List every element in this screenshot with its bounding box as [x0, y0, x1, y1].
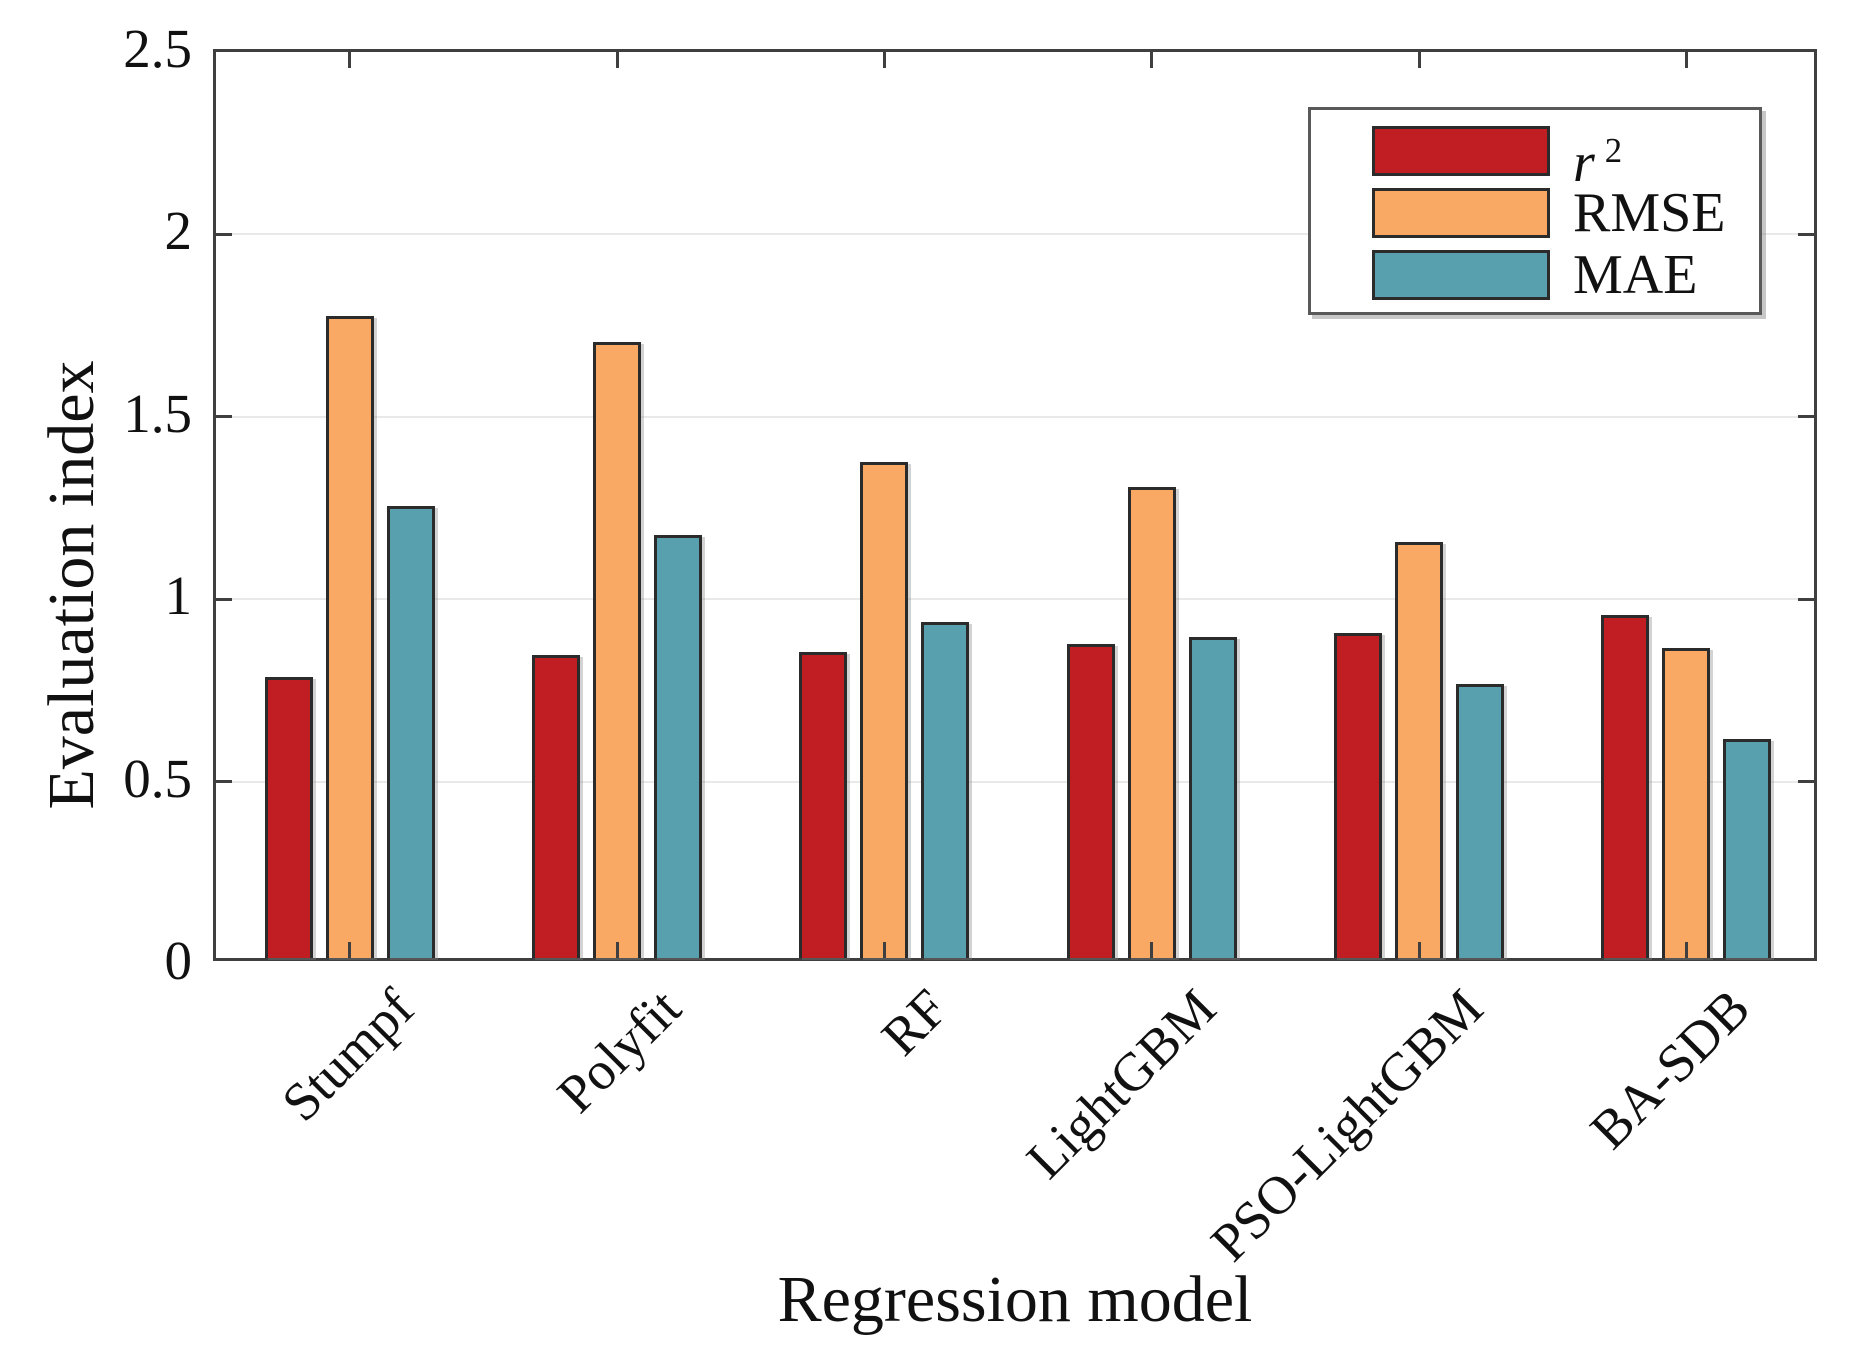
bar — [1601, 615, 1650, 958]
legend: r 2 RMSE MAE — [1308, 107, 1762, 315]
y-tick-mark — [216, 597, 232, 601]
y-tick-mark — [216, 232, 232, 236]
y-tick-mark — [1798, 415, 1814, 419]
bar — [1188, 636, 1237, 958]
legend-swatch — [1372, 126, 1550, 176]
x-tick-mark — [615, 52, 619, 68]
x-tick-label: RF — [870, 977, 960, 1067]
y-tick-mark — [216, 415, 232, 419]
bar — [1723, 739, 1772, 958]
y-tick-label: 0 — [164, 930, 193, 991]
y-tick-label: 2 — [164, 200, 193, 262]
x-tick-mark — [348, 52, 352, 68]
x-tick-label: Polyfit — [545, 977, 693, 1125]
x-axis-title: Regression model — [777, 1263, 1253, 1336]
bar — [386, 505, 435, 958]
x-tick-mark — [1150, 52, 1154, 68]
x-tick-mark — [1417, 52, 1421, 68]
bar — [654, 534, 702, 958]
y-tick-mark — [1798, 232, 1814, 236]
gridline — [216, 415, 1814, 418]
x-tick-mark — [882, 52, 886, 68]
gridline — [216, 780, 1814, 783]
x-tick-mark — [348, 942, 352, 958]
y-tick-mark — [216, 780, 232, 784]
y-tick-label: 2.5 — [123, 18, 192, 79]
bar — [1334, 633, 1382, 958]
legend-item: RMSE — [1311, 182, 1759, 244]
bar — [1456, 684, 1504, 958]
bar — [860, 461, 909, 958]
x-tick-mark — [1684, 942, 1688, 958]
gridline — [216, 598, 1814, 601]
bar — [325, 315, 374, 958]
bar — [532, 655, 580, 958]
x-tick-label: PSO-LightGBM — [1199, 977, 1495, 1273]
gridline — [216, 233, 1814, 236]
bar — [593, 341, 641, 958]
bar — [1395, 542, 1443, 958]
legend-swatch — [1372, 188, 1550, 238]
x-tick-label: BA-SDB — [1579, 977, 1762, 1161]
x-tick-mark — [1684, 52, 1688, 68]
x-tick-mark — [882, 942, 886, 958]
legend-swatch — [1372, 250, 1550, 300]
y-tick-label: 1 — [164, 565, 193, 627]
x-tick-label: Stumpf — [269, 977, 425, 1133]
bar — [264, 677, 313, 958]
legend-item: MAE — [1311, 244, 1759, 306]
legend-label: RMSE — [1573, 182, 1726, 244]
x-tick-mark — [1417, 942, 1421, 958]
bar — [921, 622, 970, 958]
y-tick-mark — [1798, 597, 1814, 601]
y-tick-mark — [1798, 780, 1814, 784]
y-tick-label: 1.5 — [123, 382, 192, 444]
bar — [1662, 647, 1711, 958]
legend-label: MAE — [1573, 244, 1698, 306]
bar — [1127, 487, 1176, 958]
x-tick-label: LightGBM — [1014, 977, 1227, 1190]
bar — [1066, 644, 1115, 958]
x-tick-mark — [615, 942, 619, 958]
y-tick-label: 0.5 — [123, 747, 192, 809]
bar — [799, 651, 848, 958]
x-tick-mark — [1150, 942, 1154, 958]
